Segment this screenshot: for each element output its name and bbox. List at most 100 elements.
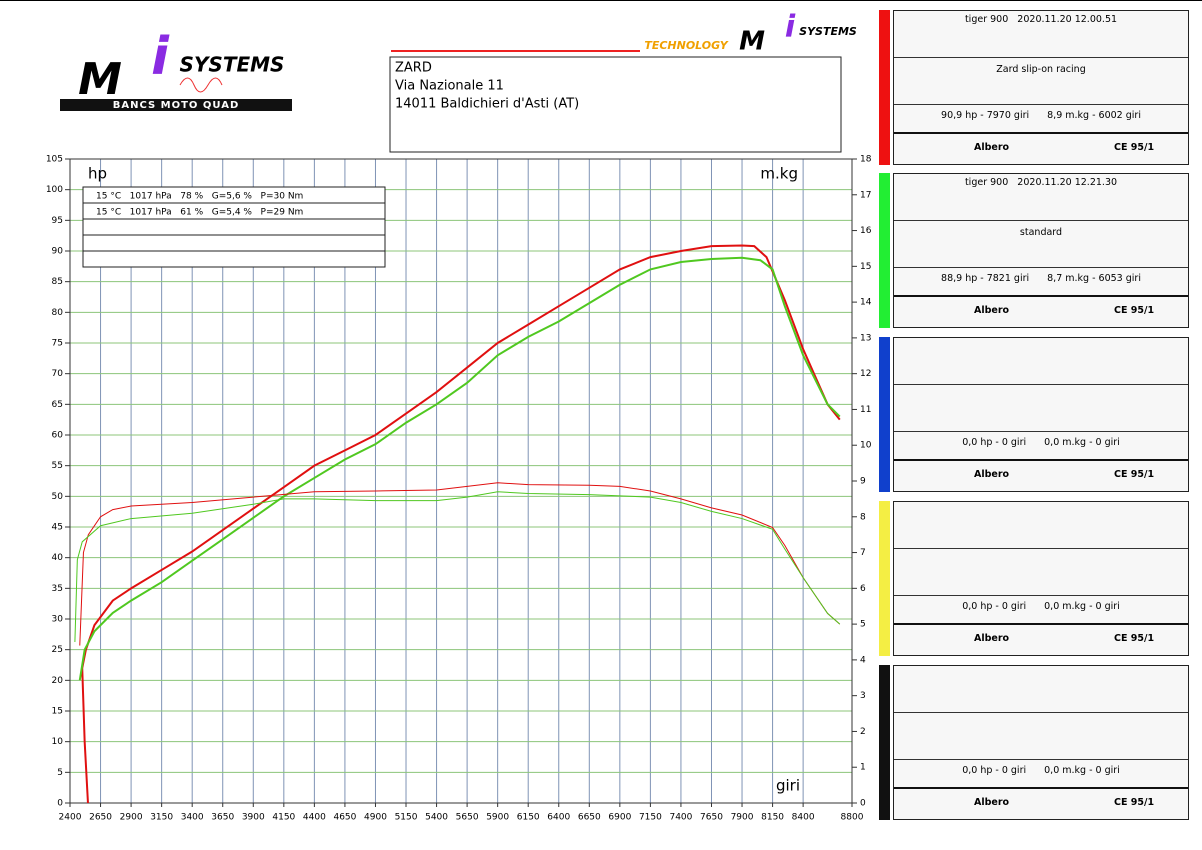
y2-tick-label: 7 xyxy=(860,548,866,558)
condition-row: 15 °C 1017 hPa 61 % G=5,4 % P=29 Nm xyxy=(96,208,303,218)
logo-word: SYSTEMS xyxy=(180,53,285,77)
x-tick-label: 6650 xyxy=(578,813,601,823)
norm-label: CE 95/1 xyxy=(1114,142,1155,153)
y-tick-label: 90 xyxy=(52,247,64,257)
shaft-label: Albero xyxy=(974,142,1010,153)
x-tick-label: 4400 xyxy=(303,813,326,823)
run-panel: 0,0 hp - 0 giri 0,0 m.kg - 0 giri Albero CE… xyxy=(879,501,1189,656)
panel-row: Albero CE 95/1 xyxy=(894,134,1188,164)
panel-row: 0,0 hp - 0 giri 0,0 m.kg - 0 giri xyxy=(894,596,1188,625)
torque-result: 8,7 m.kg - 6053 giri xyxy=(1047,273,1141,284)
x-tick-label: 7900 xyxy=(731,813,754,823)
y-tick-label: 20 xyxy=(52,676,64,686)
panel-row: Albero CE 95/1 xyxy=(894,789,1188,819)
x-tick-label: 3400 xyxy=(181,813,204,823)
x-tick-label: 4650 xyxy=(333,813,356,823)
logo-i: i xyxy=(151,27,170,87)
y2-tick-label: 10 xyxy=(860,441,872,451)
hp-result: 0,0 hp - 0 giri xyxy=(962,601,1027,612)
y-tick-label: 35 xyxy=(52,584,63,594)
norm-label: CE 95/1 xyxy=(1114,305,1155,316)
y2-tick-label: 3 xyxy=(860,691,866,701)
logo-m: M xyxy=(78,54,122,105)
panel-row: Albero CE 95/1 xyxy=(894,461,1188,491)
color-bar xyxy=(879,665,890,820)
y2-tick-label: 16 xyxy=(860,226,872,236)
y-tick-label: 15 xyxy=(52,707,63,717)
torque-result: 0,0 m.kg - 0 giri xyxy=(1044,437,1120,448)
panel-row xyxy=(894,502,1188,549)
y-tick-label: 75 xyxy=(52,339,63,349)
y-tick-label: 5 xyxy=(57,768,63,778)
logo-i: i xyxy=(785,10,796,45)
color-bar xyxy=(879,173,890,328)
x-tick-label: 8150 xyxy=(761,813,784,823)
y2-tick-label: 9 xyxy=(860,477,866,487)
run-note: Zard slip-on racing xyxy=(996,64,1086,75)
panel-row: standard xyxy=(894,221,1188,268)
shaft-label: Albero xyxy=(974,797,1010,808)
run-note: standard xyxy=(1019,227,1063,238)
x-tick-label: 5150 xyxy=(395,813,418,823)
y2-tick-label: 15 xyxy=(860,262,871,272)
run-box: tiger 900 2020.11.20 12.21.30 standard 88,… xyxy=(893,173,1189,328)
norm-label: CE 95/1 xyxy=(1114,633,1155,644)
x-tick-label: 6150 xyxy=(517,813,540,823)
y-tick-label: 80 xyxy=(52,308,64,318)
run-title: tiger 900 2020.11.20 12.21.30 xyxy=(964,177,1118,188)
y-tick-label: 95 xyxy=(52,216,63,226)
y2-tick-label: 6 xyxy=(860,584,866,594)
run-box: 0,0 hp - 0 giri 0,0 m.kg - 0 giri Albero CE… xyxy=(893,337,1189,492)
color-bar xyxy=(879,501,890,656)
panel-row: Zard slip-on racing xyxy=(894,58,1188,105)
panel-row xyxy=(894,666,1188,713)
run-panel: 0,0 hp - 0 giri 0,0 m.kg - 0 giri Albero CE… xyxy=(879,337,1189,492)
y-tick-label: 25 xyxy=(52,645,63,655)
address-line: 14011 Baldichieri d'Asti (AT) xyxy=(395,97,579,112)
y-tick-label: 30 xyxy=(52,615,64,625)
run-panel: tiger 900 2020.11.20 12.21.30 standard 88,… xyxy=(879,173,1189,328)
series-line xyxy=(74,491,841,643)
y-tick-label: 65 xyxy=(52,400,63,410)
run-title: tiger 900 2020.11.20 12.00.51 xyxy=(964,14,1118,25)
logo-m: M xyxy=(739,27,765,57)
run-box: 0,0 hp - 0 giri 0,0 m.kg - 0 giri Albero CE… xyxy=(893,665,1189,820)
top-rule xyxy=(0,0,1202,1)
y-tick-label: 10 xyxy=(52,737,64,747)
y-tick-label: 0 xyxy=(57,799,63,809)
y2-tick-label: 1 xyxy=(860,763,866,773)
color-bar xyxy=(879,337,890,492)
y2-tick-label: 5 xyxy=(860,620,866,630)
x-tick-label: 7150 xyxy=(639,813,662,823)
y-tick-label: 60 xyxy=(52,431,64,441)
hp-result: 0,0 hp - 0 giri xyxy=(962,437,1027,448)
panel-row: 90,9 hp - 7970 giri 8,9 m.kg - 6002 giri xyxy=(894,105,1188,134)
y2-tick-label: 2 xyxy=(860,727,866,737)
x-tick-label: 3650 xyxy=(211,813,234,823)
panel-row: tiger 900 2020.11.20 12.00.51 xyxy=(894,11,1188,58)
x-tick-label: 5400 xyxy=(425,813,448,823)
x-tick-label: 5900 xyxy=(486,813,509,823)
panel-row: 0,0 hp - 0 giri 0,0 m.kg - 0 giri xyxy=(894,760,1188,789)
y-tick-label: 40 xyxy=(52,553,64,563)
logo-right: TECHNOLOGY M i SYSTEMS xyxy=(391,10,857,57)
panel-row: Albero CE 95/1 xyxy=(894,297,1188,327)
address-line: Via Nazionale 11 xyxy=(395,79,504,94)
logo-tagline: BANCS MOTO QUAD xyxy=(113,100,240,111)
y2-tick-label: 4 xyxy=(860,655,866,665)
logo-tech: TECHNOLOGY xyxy=(644,39,728,52)
panel-row xyxy=(894,713,1188,760)
address-line: ZARD xyxy=(395,61,432,76)
conditions-box: 15 °C 1017 hPa 78 % G=5,6 % P=30 Nm 15 °… xyxy=(82,186,386,268)
run-panel: 0,0 hp - 0 giri 0,0 m.kg - 0 giri Albero CE… xyxy=(879,665,1189,820)
torque-result: 0,0 m.kg - 0 giri xyxy=(1044,765,1120,776)
y2-tick-label: 17 xyxy=(860,190,871,200)
condition-row: 15 °C 1017 hPa 78 % G=5,6 % P=30 Nm xyxy=(96,192,303,202)
series-line xyxy=(79,482,841,646)
x-tick-label: 2650 xyxy=(89,813,112,823)
shaft-label: Albero xyxy=(974,633,1010,644)
x-tick-label: 6400 xyxy=(547,813,570,823)
y2-tick-label: 13 xyxy=(860,333,871,343)
run-box: 0,0 hp - 0 giri 0,0 m.kg - 0 giri Albero CE… xyxy=(893,501,1189,656)
